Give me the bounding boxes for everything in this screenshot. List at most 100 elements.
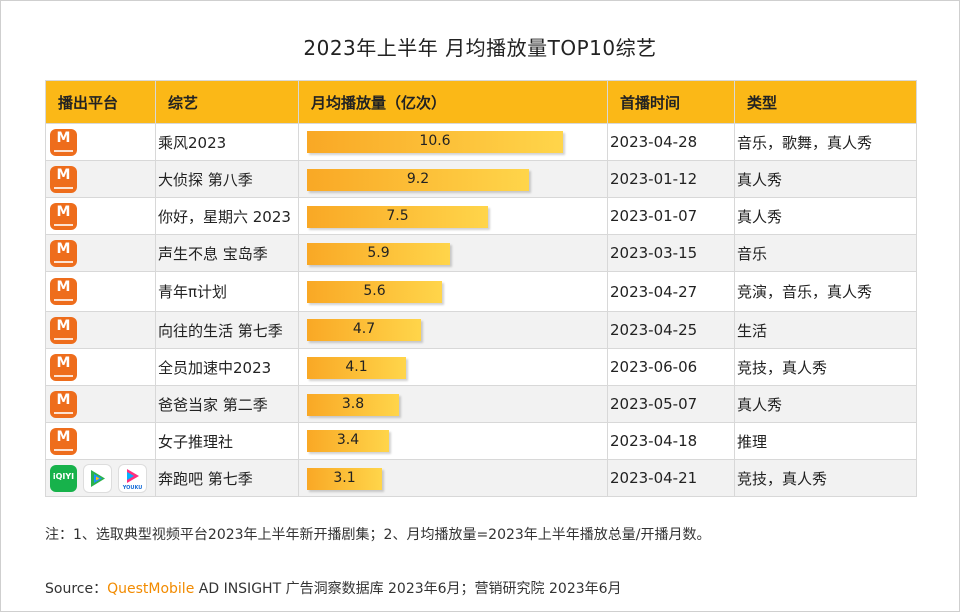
mango-tv-icon: M bbox=[50, 278, 77, 305]
top10-table: 播出平台 综艺 月均播放量（亿次） 首播时间 类型 M 乘风2023 10.6 202… bbox=[45, 80, 917, 497]
cell-premiere-date: 2023-04-18 bbox=[607, 422, 735, 460]
cell-platform: M bbox=[45, 348, 156, 386]
cell-premiere-date: 2023-03-15 bbox=[607, 234, 735, 272]
cell-premiere-date: 2023-04-25 bbox=[607, 311, 735, 349]
mango-tv-icon: M bbox=[50, 353, 77, 381]
iqiyi-wordmark: iQIYI bbox=[52, 471, 75, 481]
iqiyi-icon: iQIYI bbox=[50, 464, 77, 492]
mango-tv-wordmark bbox=[54, 337, 73, 340]
cell-platform: M bbox=[45, 160, 156, 198]
cell-show-name: 大侦探 第八季 bbox=[155, 160, 299, 198]
cell-views: 4.7 bbox=[298, 311, 608, 349]
views-label: 3.4 bbox=[336, 432, 360, 448]
table-row: M 全员加速中2023 4.1 2023-06-06 竞技，真人秀 bbox=[45, 348, 917, 386]
mango-tv-icon: M bbox=[50, 128, 77, 156]
mango-tv-mark: M bbox=[56, 317, 71, 334]
tencent-video-icon bbox=[83, 463, 112, 493]
mango-tv-icon: M bbox=[50, 390, 77, 418]
chart-title: 2023年上半年 月均播放量TOP10综艺 bbox=[303, 36, 657, 60]
cell-genre: 推理 bbox=[734, 422, 917, 460]
cell-platform: M bbox=[45, 271, 156, 312]
mango-tv-wordmark bbox=[54, 149, 73, 152]
header-views: 月均播放量（亿次） bbox=[298, 80, 608, 124]
views-bar: 4.1 bbox=[307, 357, 406, 379]
views-bar: 10.6 bbox=[307, 131, 563, 153]
mango-tv-wordmark bbox=[54, 260, 73, 263]
cell-genre: 竞技，真人秀 bbox=[734, 459, 917, 497]
table-row: M 向往的生活 第七季 4.7 2023-04-25 生活 bbox=[45, 311, 917, 349]
table-row: M 声生不息 宝岛季 5.9 2023-03-15 音乐 bbox=[45, 234, 917, 272]
cell-platform: M bbox=[45, 422, 156, 460]
cell-premiere-date: 2023-01-12 bbox=[607, 160, 735, 198]
views-label: 4.7 bbox=[352, 321, 376, 337]
views-bar: 7.5 bbox=[307, 206, 488, 228]
cell-views: 7.5 bbox=[298, 197, 608, 235]
cell-genre: 真人秀 bbox=[734, 197, 917, 235]
cell-show-name: 乘风2023 bbox=[155, 123, 299, 161]
cell-platform: M bbox=[45, 197, 156, 235]
header-premiere: 首播时间 bbox=[607, 80, 735, 124]
views-label: 3.8 bbox=[341, 396, 365, 412]
source-rest: AD INSIGHT 广告洞察数据库 2023年6月；营销研究院 2023年6月 bbox=[194, 581, 622, 597]
table-body: M 乘风2023 10.6 2023-04-28 音乐，歌舞，真人秀 M 大侦探 第八季 9.… bbox=[45, 123, 917, 497]
youku-wordmark: YOUKU bbox=[122, 484, 143, 491]
table-header-row: 播出平台 综艺 月均播放量（亿次） 首播时间 类型 bbox=[45, 80, 917, 124]
mango-tv-icon: M bbox=[50, 202, 77, 230]
cell-views: 3.8 bbox=[298, 385, 608, 423]
views-bar: 5.6 bbox=[307, 281, 442, 303]
cell-show-name: 向往的生活 第七季 bbox=[155, 311, 299, 349]
mango-tv-mark: M bbox=[56, 203, 71, 220]
cell-genre: 生活 bbox=[734, 311, 917, 349]
table-row: M 你好，星期六 2023 7.5 2023-01-07 真人秀 bbox=[45, 197, 917, 235]
mango-tv-wordmark bbox=[54, 299, 73, 301]
cell-premiere-date: 2023-04-21 bbox=[607, 459, 735, 497]
mango-tv-mark: M bbox=[56, 279, 71, 295]
footnote: 注：1、选取典型视频平台2023年上半年新开播剧集；2、月均播放量=2023年上… bbox=[45, 527, 711, 543]
mango-tv-mark: M bbox=[56, 354, 71, 371]
views-label: 9.2 bbox=[406, 171, 430, 187]
cell-views: 5.9 bbox=[298, 234, 608, 272]
mango-tv-mark: M bbox=[56, 428, 71, 445]
source-prefix: Source： bbox=[45, 581, 108, 597]
cell-premiere-date: 2023-01-07 bbox=[607, 197, 735, 235]
cell-genre: 竞技，真人秀 bbox=[734, 348, 917, 386]
cell-views: 3.1 bbox=[298, 459, 608, 497]
table-row: M 大侦探 第八季 9.2 2023-01-12 真人秀 bbox=[45, 160, 917, 198]
views-bar: 3.8 bbox=[307, 394, 399, 416]
cell-premiere-date: 2023-04-28 bbox=[607, 123, 735, 161]
cell-show-name: 女子推理社 bbox=[155, 422, 299, 460]
mango-tv-wordmark bbox=[54, 448, 73, 451]
views-bar: 4.7 bbox=[307, 319, 421, 341]
table-row: M 女子推理社 3.4 2023-04-18 推理 bbox=[45, 422, 917, 460]
cell-show-name: 青年π计划 bbox=[155, 271, 299, 312]
mango-tv-mark: M bbox=[56, 240, 71, 257]
cell-genre: 真人秀 bbox=[734, 160, 917, 198]
cell-genre: 竞演，音乐，真人秀 bbox=[734, 271, 917, 312]
cell-views: 4.1 bbox=[298, 348, 608, 386]
table-row: M 青年π计划 5.6 2023-04-27 竞演，音乐，真人秀 bbox=[45, 271, 917, 312]
mango-tv-icon: M bbox=[50, 427, 77, 455]
cell-platform: M bbox=[45, 311, 156, 349]
youku-icon: YOUKU bbox=[118, 463, 147, 493]
mango-tv-mark: M bbox=[56, 129, 71, 146]
mango-tv-icon: M bbox=[50, 316, 77, 344]
views-label: 3.1 bbox=[333, 470, 356, 486]
table-row: iQIYI YOUKU 奔跑吧 第七季 3.1 2023-04-21 竞技，真人秀 bbox=[45, 459, 917, 497]
header-show: 综艺 bbox=[155, 80, 299, 124]
mango-tv-wordmark bbox=[54, 223, 73, 226]
cell-show-name: 声生不息 宝岛季 bbox=[155, 234, 299, 272]
cell-genre: 音乐 bbox=[734, 234, 917, 272]
source-line: Source：QuestMobile AD INSIGHT 广告洞察数据库 20… bbox=[45, 578, 622, 598]
header-genre: 类型 bbox=[734, 80, 917, 124]
mango-tv-wordmark bbox=[54, 411, 73, 414]
cell-genre: 音乐，歌舞，真人秀 bbox=[734, 123, 917, 161]
views-label: 10.6 bbox=[419, 133, 451, 149]
mango-tv-icon: M bbox=[50, 239, 77, 267]
views-bar: 3.4 bbox=[307, 430, 389, 452]
views-label: 4.1 bbox=[345, 359, 368, 375]
table-row: M 爸爸当家 第二季 3.8 2023-05-07 真人秀 bbox=[45, 385, 917, 423]
cell-platform: M bbox=[45, 385, 156, 423]
cell-show-name: 爸爸当家 第二季 bbox=[155, 385, 299, 423]
cell-show-name: 奔跑吧 第七季 bbox=[155, 459, 299, 497]
cell-genre: 真人秀 bbox=[734, 385, 917, 423]
